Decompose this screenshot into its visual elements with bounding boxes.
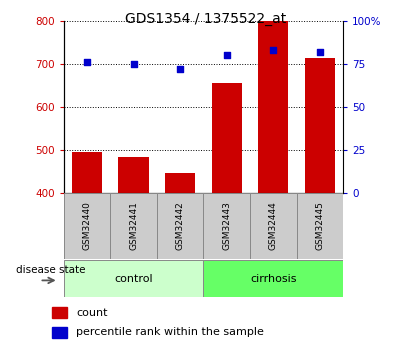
Text: GSM32444: GSM32444 — [269, 201, 278, 250]
Bar — [305, 58, 335, 193]
Text: count: count — [76, 308, 108, 317]
Text: GSM32445: GSM32445 — [315, 201, 324, 250]
Bar — [52, 307, 67, 318]
Bar — [110, 193, 157, 259]
Point — [270, 47, 277, 53]
Text: control: control — [114, 274, 153, 284]
Text: GSM32441: GSM32441 — [129, 201, 138, 250]
Text: disease state: disease state — [16, 265, 86, 275]
Bar — [72, 152, 102, 193]
Bar — [203, 260, 343, 297]
Bar — [64, 193, 110, 259]
Bar — [165, 173, 195, 193]
Bar — [64, 260, 203, 297]
Bar — [203, 193, 250, 259]
Point — [316, 49, 323, 55]
Point — [130, 61, 137, 67]
Text: percentile rank within the sample: percentile rank within the sample — [76, 327, 264, 337]
Bar — [212, 83, 242, 193]
Bar — [118, 157, 149, 193]
Text: GSM32443: GSM32443 — [222, 201, 231, 250]
Point — [224, 52, 230, 58]
Point — [177, 66, 183, 72]
Text: GSM32442: GSM32442 — [175, 201, 185, 250]
Bar — [258, 21, 289, 193]
Text: cirrhosis: cirrhosis — [250, 274, 297, 284]
Bar — [52, 327, 67, 338]
Bar — [157, 193, 203, 259]
Text: GDS1354 / 1375522_at: GDS1354 / 1375522_at — [125, 12, 286, 26]
Text: GSM32440: GSM32440 — [83, 201, 92, 250]
Bar — [297, 193, 343, 259]
Bar — [250, 193, 297, 259]
Point — [84, 59, 90, 65]
